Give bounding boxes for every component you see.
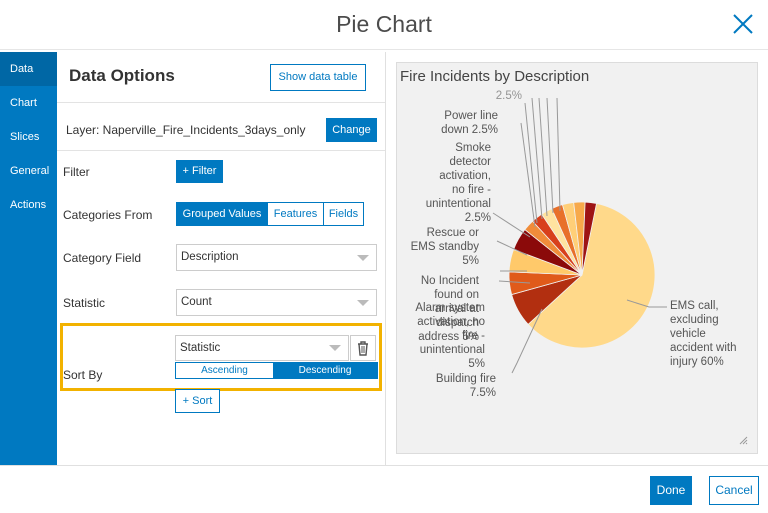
chevron-down-icon bbox=[357, 299, 369, 306]
slice-label: found on bbox=[434, 289, 479, 301]
pie-chart: EMS call, excluding vehicle accident with in… bbox=[411, 90, 748, 445]
tab-chart[interactable]: Chart bbox=[10, 97, 37, 109]
chart-title: Fire Incidents by Description bbox=[400, 68, 590, 85]
leader-line bbox=[496, 240, 528, 256]
slice-label: fire - bbox=[462, 330, 485, 342]
categories-from-toggle: Grouped Values Features Fields bbox=[176, 202, 364, 226]
slice-label: down 2.5% bbox=[441, 124, 498, 136]
tab-data[interactable]: Data bbox=[0, 52, 57, 86]
slice-label: Power line bbox=[444, 110, 498, 122]
slice-label: dispatch bbox=[436, 317, 479, 329]
leader-line bbox=[538, 97, 548, 217]
chevron-down-icon bbox=[329, 345, 341, 351]
ascending-option[interactable]: Ascending bbox=[176, 363, 273, 378]
dialog-title: Pie Chart bbox=[336, 11, 432, 37]
divider bbox=[57, 150, 385, 151]
slice-label: vehicle bbox=[670, 328, 706, 340]
sort-field-select[interactable]: Statistic bbox=[175, 335, 349, 361]
slice-label: activation, bbox=[439, 170, 491, 182]
leader-line bbox=[531, 97, 543, 220]
pie-slice[interactable] bbox=[581, 201, 597, 276]
slice-label: detector bbox=[449, 156, 491, 168]
show-data-table-button[interactable]: Show data table bbox=[270, 64, 366, 91]
dialog-header: Pie Chart bbox=[0, 0, 768, 50]
leader-line bbox=[520, 122, 536, 228]
close-icon[interactable] bbox=[730, 11, 756, 37]
resize-handle-icon[interactable] bbox=[739, 436, 748, 445]
statistic-value: Count bbox=[181, 296, 212, 308]
slice-label: 5% bbox=[468, 358, 485, 370]
leader-line bbox=[498, 280, 531, 284]
slice-label: no fire - bbox=[452, 184, 491, 196]
category-field-label: Category Field bbox=[63, 251, 142, 265]
descending-option[interactable]: Descending bbox=[273, 363, 377, 378]
add-sort-button[interactable]: + Sort bbox=[175, 389, 220, 413]
chart-preview: Fire Incidents by Description EMS call, e… bbox=[396, 62, 758, 454]
panel-title: Data Options bbox=[69, 66, 175, 85]
trash-icon[interactable] bbox=[350, 335, 376, 361]
sort-field-value: Statistic bbox=[180, 342, 221, 354]
leader-line bbox=[626, 299, 667, 308]
slice-label: Rescue or bbox=[427, 227, 480, 239]
slice-label: arrival at bbox=[435, 303, 480, 315]
leader-line bbox=[556, 97, 561, 212]
slice-label: unintentional bbox=[426, 198, 491, 210]
divider bbox=[57, 102, 385, 103]
slice-label: Smoke bbox=[455, 142, 491, 154]
pie-slice[interactable] bbox=[527, 202, 656, 349]
slice-label: EMS standby bbox=[411, 241, 480, 253]
slice-label: address 5% bbox=[418, 331, 479, 343]
statistic-select[interactable]: Count bbox=[176, 289, 377, 316]
chart-preview-panel: Fire Incidents by Description EMS call, e… bbox=[385, 52, 768, 465]
cancel-button[interactable]: Cancel bbox=[709, 476, 759, 505]
category-field-select[interactable]: Description bbox=[176, 244, 377, 271]
sort-highlight-box bbox=[60, 323, 382, 391]
categories-from-label: Categories From bbox=[63, 208, 153, 222]
fields-option[interactable]: Fields bbox=[323, 203, 363, 225]
sidebar: Data Chart Slices General Actions bbox=[0, 52, 57, 465]
tab-general[interactable]: General bbox=[10, 165, 50, 177]
slice-label: Building fire bbox=[436, 373, 496, 385]
tab-slices[interactable]: Slices bbox=[10, 131, 40, 143]
category-field-value: Description bbox=[181, 251, 239, 263]
done-button[interactable]: Done bbox=[650, 476, 692, 505]
grouped-values-option[interactable]: Grouped Values bbox=[177, 203, 267, 225]
slice-label: unintentional bbox=[420, 344, 485, 356]
layer-label: Layer: Naperville_Fire_Incidents_3days_o… bbox=[66, 123, 306, 137]
sort-order-toggle: Ascending Descending bbox=[175, 362, 378, 379]
features-option[interactable]: Features bbox=[267, 203, 323, 225]
chevron-down-icon bbox=[357, 254, 369, 261]
filter-label: Filter bbox=[63, 165, 90, 179]
leader-line bbox=[492, 212, 531, 238]
sort-by-label: Sort By bbox=[63, 368, 103, 382]
slice-label: excluding bbox=[670, 314, 719, 326]
slice-label: EMS call, bbox=[670, 300, 719, 312]
change-layer-button[interactable]: Change bbox=[326, 118, 377, 142]
leader-line bbox=[511, 308, 543, 374]
slice-label: 2.5% bbox=[465, 212, 491, 224]
slice-label: 2.5% bbox=[496, 90, 522, 102]
slice-label: injury 60% bbox=[670, 356, 724, 368]
slice-label: accident with bbox=[670, 342, 736, 354]
slice-label: 7.5% bbox=[470, 387, 496, 399]
slice-label: No Incident bbox=[421, 275, 480, 287]
dialog-footer: Done Cancel bbox=[0, 465, 768, 513]
leader-line bbox=[524, 102, 538, 224]
leader-line bbox=[546, 97, 554, 214]
tab-actions[interactable]: Actions bbox=[10, 199, 47, 211]
statistic-label: Statistic bbox=[63, 296, 106, 310]
slice-label: 5% bbox=[462, 255, 479, 267]
data-options-panel: Data Options Show data table Layer: Nape… bbox=[57, 52, 385, 465]
slice-label: activation, no bbox=[417, 316, 485, 328]
add-filter-button[interactable]: + Filter bbox=[176, 160, 223, 183]
slice-label: Alarm system bbox=[415, 302, 485, 314]
